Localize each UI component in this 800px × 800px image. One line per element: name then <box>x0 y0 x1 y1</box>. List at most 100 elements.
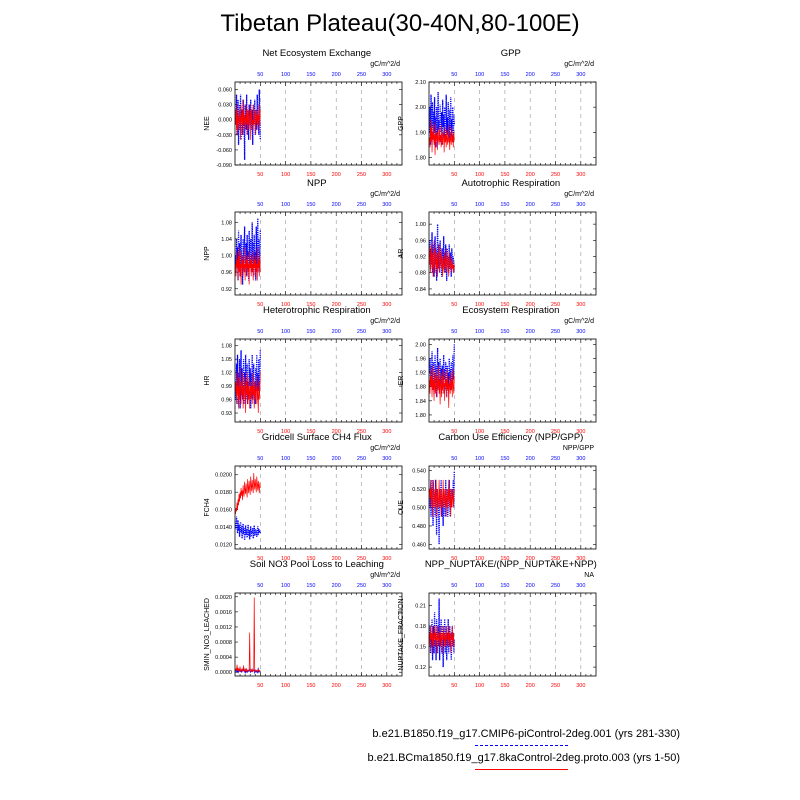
x-tick-label: 50 <box>451 556 457 562</box>
x-tick-label: 100 <box>475 683 484 689</box>
y-tick-label: 2.00 <box>415 105 426 111</box>
plot-frame <box>428 465 597 550</box>
legend-case2-swatch <box>475 769 568 770</box>
y-tick-label: 0.93 <box>221 411 232 417</box>
x-tick-label: 200 <box>526 302 535 308</box>
y-tick-label: 1.90 <box>415 130 426 136</box>
y-tick-label: 1.08 <box>221 220 232 226</box>
x-tick-label: 50 <box>257 429 263 435</box>
x-top-tick-label: 150 <box>500 202 509 208</box>
x-tick-label: 100 <box>281 429 290 435</box>
panel-10: NPP_NUPTAKE/(NPP_NUPTAKE+NPP) NA NUPTAKE_F… <box>398 559 597 689</box>
x-top-tick-label: 200 <box>332 202 341 208</box>
plot-frame <box>428 592 597 677</box>
y-tick-label: 2.10 <box>415 80 426 86</box>
x-top-tick-label: 200 <box>332 329 341 335</box>
x-tick-label: 50 <box>257 683 263 689</box>
panel-title: Heterotrophic Respiration <box>263 305 371 316</box>
x-top-tick-label: 200 <box>526 456 535 462</box>
x-top-tick-label: 50 <box>257 456 263 462</box>
x-top-tick-label: 150 <box>306 329 315 335</box>
x-top-tick-label: 100 <box>281 456 290 462</box>
series-line-red <box>235 247 261 285</box>
panel-1: Net Ecosystem Exchange gC/m^2/d NEE 50 50 100… <box>204 48 403 178</box>
panel-8: Carbon Use Efficiency (NPP/GPP) NPP/GPP CU… <box>398 432 597 562</box>
y-tick-label: 1.08 <box>221 344 232 350</box>
plot-frame <box>234 81 403 166</box>
y-tick-label: 0.99 <box>221 384 232 390</box>
panel-units: gC/m^2/d <box>370 191 400 198</box>
x-top-tick-label: 100 <box>475 329 484 335</box>
y-tick-label: 1.02 <box>221 371 232 377</box>
x-top-tick-label: 250 <box>357 202 366 208</box>
y-tick-label: 0.0004 <box>215 655 232 661</box>
y-tick-label: 0.15 <box>415 645 426 651</box>
x-top-tick-label: 150 <box>500 583 509 589</box>
y-tick-label: 0.030 <box>218 103 232 109</box>
x-top-tick-label: 100 <box>281 72 290 78</box>
y-tick-label: -0.090 <box>216 163 232 169</box>
x-tick-label: 50 <box>257 172 263 178</box>
x-top-tick-label: 300 <box>382 583 391 589</box>
panel-title: GPP <box>501 48 521 59</box>
y-tick-label: -0.030 <box>216 133 232 139</box>
y-tick-label: 0.0008 <box>215 640 232 646</box>
plot-frame <box>234 592 403 677</box>
panel-2: GPP gC/m^2/d GPP 50 50 100 100 150 150 200 200 250 2… <box>398 48 597 178</box>
x-tick-label: 100 <box>475 429 484 435</box>
page-title: Tibetan Plateau(30-40N,80-100E) <box>220 10 580 37</box>
x-top-tick-label: 200 <box>526 202 535 208</box>
x-tick-label: 200 <box>526 429 535 435</box>
x-tick-label: 250 <box>357 429 366 435</box>
y-tick-label: 1.92 <box>415 371 426 377</box>
x-tick-label: 150 <box>500 683 509 689</box>
x-tick-label: 100 <box>281 302 290 308</box>
x-top-tick-label: 150 <box>500 72 509 78</box>
x-top-tick-label: 250 <box>357 583 366 589</box>
x-top-tick-label: 250 <box>357 72 366 78</box>
x-tick-label: 250 <box>551 556 560 562</box>
legend-case2-label: b.e21.BCma1850.f19_g17.8kaControl-2deg.p… <box>367 752 680 764</box>
x-tick-label: 150 <box>500 302 509 308</box>
panel-units: gN/m^2/d <box>370 572 400 579</box>
x-tick-label: 300 <box>382 302 391 308</box>
x-tick-label: 50 <box>451 429 457 435</box>
y-tick-label: 1.00 <box>221 254 232 260</box>
x-top-tick-label: 300 <box>576 72 585 78</box>
x-tick-label: 300 <box>382 429 391 435</box>
y-axis-label: ER <box>398 376 405 386</box>
panel-6: Ecosystem Respiration gC/m^2/d ER 50 50 100 10… <box>398 305 597 435</box>
y-tick-label: 0.060 <box>218 88 232 94</box>
series-line-red <box>235 99 261 140</box>
panel-title: Ecosystem Respiration <box>462 305 559 316</box>
x-top-tick-label: 100 <box>475 202 484 208</box>
x-tick-label: 100 <box>475 302 484 308</box>
x-tick-label: 200 <box>332 172 341 178</box>
x-tick-label: 50 <box>451 172 457 178</box>
y-tick-label: 0.000 <box>218 118 232 124</box>
y-tick-label: 0.0012 <box>215 625 232 631</box>
x-tick-label: 100 <box>281 172 290 178</box>
x-top-tick-label: 200 <box>526 72 535 78</box>
x-tick-label: 200 <box>332 429 341 435</box>
series-line-red <box>429 479 455 517</box>
y-axis-label: FCH4 <box>204 498 211 516</box>
x-tick-label: 250 <box>357 302 366 308</box>
x-top-tick-label: 250 <box>551 583 560 589</box>
y-tick-label: 1.00 <box>415 222 426 228</box>
plot-frame <box>234 465 403 550</box>
y-tick-label: 0.500 <box>412 506 426 512</box>
plot-frame <box>234 338 403 423</box>
x-tick-label: 50 <box>257 556 263 562</box>
plot-frame <box>428 211 597 296</box>
y-tick-label: 0.0200 <box>215 473 232 479</box>
x-tick-label: 250 <box>357 683 366 689</box>
x-top-tick-label: 200 <box>526 583 535 589</box>
y-tick-label: 0.0120 <box>215 543 232 549</box>
y-axis-label: SMIN_NO3_LEACHED <box>204 598 211 671</box>
x-tick-label: 150 <box>500 429 509 435</box>
x-tick-label: 300 <box>576 556 585 562</box>
x-tick-label: 100 <box>475 556 484 562</box>
series-line-red <box>235 368 261 414</box>
panel-title: Gridcell Surface CH4 Flux <box>262 432 372 443</box>
